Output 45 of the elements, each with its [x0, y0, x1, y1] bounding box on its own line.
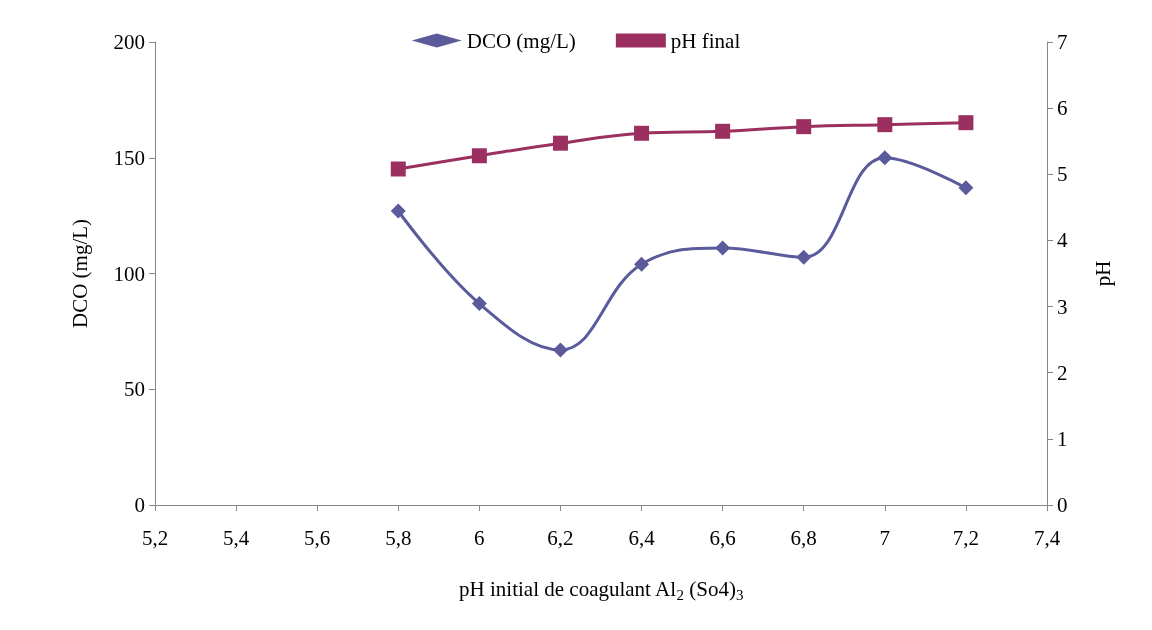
- x-tick-label: 7: [879, 525, 891, 550]
- point: [796, 249, 812, 265]
- point: [552, 342, 568, 358]
- y2-tick-label: 2: [1057, 360, 1068, 385]
- y-tick-label: 200: [113, 30, 145, 54]
- x-tick-label: 5,8: [385, 525, 412, 550]
- point: [634, 256, 650, 272]
- point: [715, 123, 731, 139]
- x-tick-label: 5,2: [141, 525, 169, 550]
- point: [877, 117, 893, 133]
- y-tick-label: 150: [113, 145, 145, 170]
- y2-tick-label: 1: [1057, 426, 1068, 451]
- x-tick-label: 7,4: [1033, 525, 1061, 550]
- y-axis-title: DCO (mg/L): [67, 218, 92, 329]
- point: [877, 150, 893, 166]
- y2-tick-label: 6: [1057, 96, 1068, 121]
- legend-label: DCO (mg/L): [466, 28, 576, 53]
- x-tick-label: 7,2: [952, 525, 980, 550]
- x-tick-label: 5,6: [304, 525, 331, 550]
- y2-axis-title: pH: [1090, 260, 1115, 287]
- point: [471, 148, 487, 164]
- y-tick-label: 100: [113, 261, 145, 286]
- x-tick-label: 6,2: [547, 525, 574, 550]
- point: [471, 296, 487, 312]
- point: [552, 135, 568, 151]
- x-tick-label: 6,4: [628, 525, 656, 550]
- point: [958, 115, 974, 131]
- x-tick-label: 6,8: [790, 525, 817, 550]
- y2-tick-label: 3: [1057, 294, 1068, 319]
- y-tick-label: 0: [134, 493, 145, 517]
- point: [390, 203, 406, 219]
- y2-tick-label: 5: [1057, 162, 1068, 187]
- legend-label: pH final: [670, 28, 741, 53]
- point: [390, 161, 406, 177]
- point: [634, 125, 650, 141]
- point: [958, 180, 974, 196]
- point: [796, 119, 812, 135]
- x-tick-label: 6,6: [709, 525, 736, 550]
- x-tick-label: 6: [474, 525, 485, 550]
- point: [715, 240, 731, 256]
- y-tick-label: 50: [124, 377, 145, 402]
- y2-tick-label: 7: [1057, 30, 1068, 54]
- x-tick-label: 5,4: [222, 525, 250, 550]
- y2-tick-label: 0: [1057, 493, 1068, 517]
- y2-tick-label: 4: [1057, 228, 1068, 253]
